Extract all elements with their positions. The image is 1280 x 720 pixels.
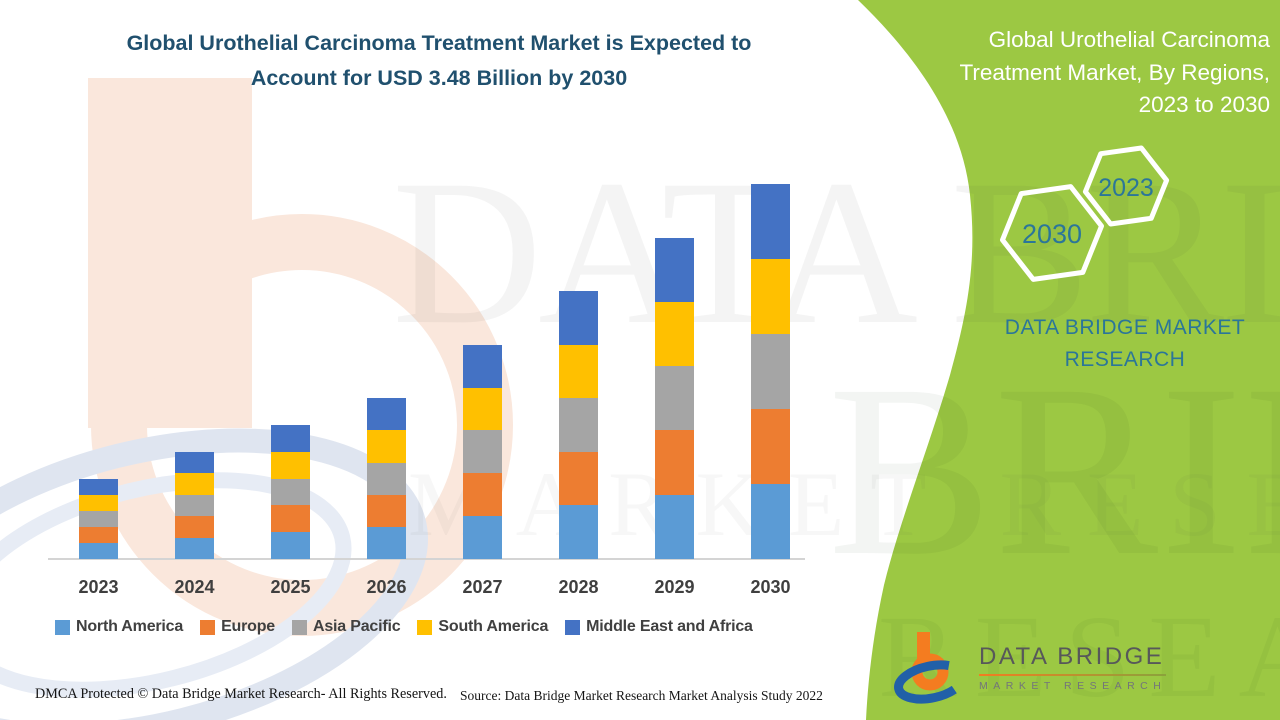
legend-item-middle-east-and-africa: Middle East and Africa	[565, 618, 753, 636]
bar-segment-2030-south-america	[751, 259, 790, 334]
bar-segment-2030-europe	[751, 409, 790, 484]
company-logo: DATA BRIDGE MARKET RESEARCH	[893, 630, 1167, 704]
bar-segment-2029-middle-east-and-africa	[655, 237, 694, 302]
bar-segment-2028-middle-east-and-africa	[559, 291, 598, 345]
hexagon-2023-label: 2023	[1098, 174, 1154, 202]
company-logo-icon	[894, 632, 968, 704]
legend-swatch-middle-east-and-africa	[565, 619, 581, 635]
footer-source: Source: Data Bridge Market Research Mark…	[460, 688, 823, 703]
bar-segment-2028-asia-pacific	[559, 398, 598, 452]
logo-line1: DATA BRIDGE	[979, 642, 1167, 676]
legend-label-middle-east-and-africa: Middle East and Africa	[586, 618, 753, 635]
logo-line2: MARKET RESEARCH	[979, 679, 1167, 692]
x-axis-label-2029: 2029	[654, 577, 695, 597]
bar-segment-2029-europe	[655, 430, 694, 495]
bar-segment-2028-europe	[559, 451, 598, 506]
hexagon-2030-label: 2030	[1022, 219, 1082, 249]
hexagon-2030-outline	[999, 184, 1105, 282]
bar-segment-2030-north-america	[751, 484, 790, 559]
brand-text: DATA BRIDGE MARKET RESEARCH	[1004, 316, 1246, 371]
bar-segment-2028-north-america	[559, 505, 598, 559]
bar-segment-2029-south-america	[655, 301, 694, 367]
bar-segment-2028-south-america	[559, 344, 598, 399]
panel-heading-line2: Treatment Market, By Regions,	[959, 59, 1270, 85]
bar-segment-2029-asia-pacific	[655, 366, 694, 431]
x-axis-label-2030: 2030	[750, 577, 791, 597]
panel-heading-line3: 2023 to 2030	[1138, 92, 1270, 118]
company-logo-text: DATA BRIDGE MARKET RESEARCH	[979, 642, 1167, 692]
hexagon-2023-outline	[1082, 145, 1170, 227]
panel-heading-line1: Global Urothelial Carcinoma	[988, 27, 1270, 52]
chart-title-line2: Account for USD 3.48 Billion by 2030	[250, 65, 628, 90]
chart-title-line1: Global Urothelial Carcinoma Treatment Ma…	[126, 31, 752, 55]
bar-segment-2030-asia-pacific	[751, 334, 790, 409]
panel-heading: Global Urothelial Carcinoma Treatment Ma…	[918, 24, 1270, 122]
chart-title: Global Urothelial Carcinoma Treatment Ma…	[88, 26, 790, 96]
bar-segment-2030-middle-east-and-africa	[751, 184, 790, 259]
bar-segment-2029-north-america	[655, 494, 694, 559]
x-axis-label-2028: 2028	[558, 577, 599, 597]
